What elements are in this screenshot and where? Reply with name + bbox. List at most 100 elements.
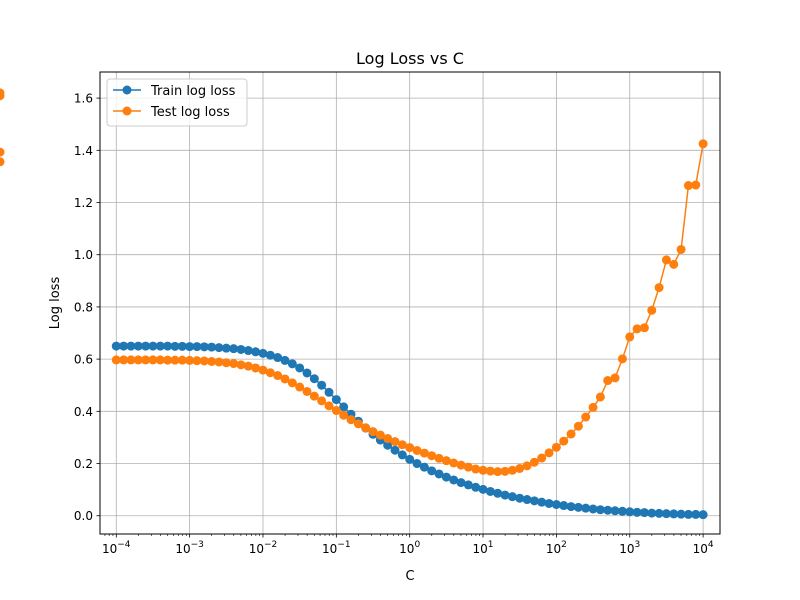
data-point-train [111,341,121,351]
data-point-train [661,509,671,519]
data-point-train [317,380,327,390]
x-tick-label: 10−1 [322,540,351,556]
data-point-test [170,355,180,365]
data-point-test [199,356,209,366]
x-tick-label: 10−2 [249,540,278,556]
data-point-train [617,506,627,516]
data-point-test [610,373,620,383]
data-point-train [221,343,231,353]
x-tick-label: 100 [399,540,420,556]
x-tick-label: 103 [619,540,640,556]
data-point-train [427,466,437,476]
data-point-test [361,423,371,433]
data-point-test [456,460,466,470]
data-point-test [522,461,532,471]
data-point-test [295,382,305,392]
data-point-test [434,453,444,463]
data-point-test [265,368,275,378]
y-tick-label: 1.0 [74,248,93,262]
data-point-train [397,450,407,460]
data-point-test [507,465,517,475]
data-point-train [632,507,642,517]
data-point-train [199,342,209,352]
legend-box [106,78,248,127]
legend-marker-test [122,106,132,116]
x-tick-label: 101 [473,540,494,556]
data-point-test [397,440,407,450]
y-tick-label: 1.4 [74,144,93,158]
data-point-train [610,506,620,516]
data-point-train [412,459,422,469]
data-point-test [537,453,547,463]
legend-label-train: Train log loss [150,84,236,99]
data-point-test [493,467,503,477]
data-point-test [661,255,671,265]
data-point-train [133,341,143,351]
data-point-train [676,509,686,519]
chart-title: Log Loss vs C [356,49,464,68]
data-point-test [390,437,400,447]
data-point-test [0,147,5,157]
data-point-test [155,355,165,365]
data-point-train [163,341,173,351]
data-point-train [595,505,605,515]
data-point-test [478,465,488,475]
data-point-test [339,410,349,420]
data-point-test [192,356,202,366]
data-point-test [603,376,613,386]
data-point-test [595,392,605,402]
data-point-test [163,355,173,365]
data-point-train [258,348,268,358]
data-point-test [676,244,686,254]
data-point-train [251,347,261,357]
data-point-test [0,157,5,167]
data-point-train [537,497,547,507]
y-tick-label: 1.6 [74,92,93,106]
data-point-train [243,346,253,356]
data-point-test [258,365,268,375]
series-layer [0,88,708,520]
y-tick-label: 1.2 [74,196,93,210]
data-point-test [500,466,510,476]
data-point-train [551,500,561,510]
data-point-train [434,469,444,479]
data-point-test [544,448,554,458]
data-point-test [412,445,422,455]
data-point-train [573,502,583,512]
data-point-test [302,386,312,396]
data-point-test [625,332,635,342]
data-point-test [287,378,297,388]
data-point-test [368,427,378,437]
data-point-test [185,355,195,365]
data-point-train [287,359,297,369]
data-point-train [214,343,224,353]
data-point-test [141,355,151,365]
data-point-test [632,324,642,334]
x-axis-label: C [405,569,414,584]
data-point-train [507,492,517,502]
data-point-train [126,341,136,351]
data-point-test [463,462,473,472]
legend-marker-train [122,85,132,95]
data-point-train [302,368,312,378]
data-point-train [529,496,539,506]
data-point-test [573,421,583,431]
y-tick-label: 0.0 [74,509,93,523]
data-point-train [339,402,349,412]
x-tick-label: 10−4 [102,540,131,556]
data-point-test [331,406,341,416]
data-point-test [148,355,158,365]
data-point-test [698,139,708,149]
data-point-train [192,342,202,352]
data-point-train [229,344,239,354]
data-point-test [236,360,246,370]
data-point-test [441,456,451,466]
data-point-test [419,448,429,458]
data-point-test [207,356,217,366]
data-point-train [683,509,693,519]
data-point-test [119,355,129,365]
data-point-train [603,505,613,515]
data-point-train [295,363,305,373]
data-point-train [265,350,275,360]
